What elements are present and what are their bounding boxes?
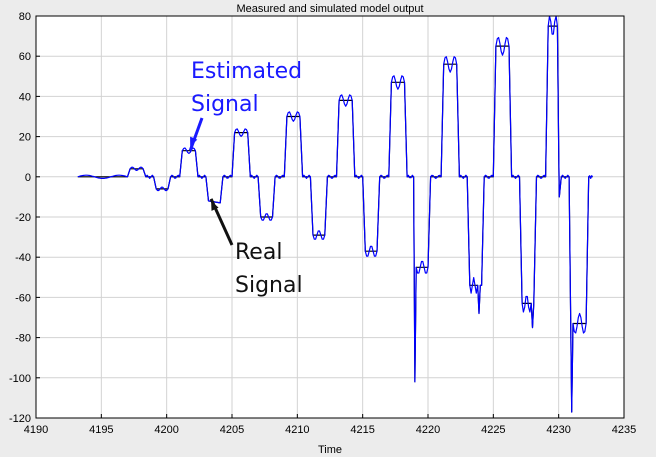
y-tick-label: 80 — [19, 11, 31, 23]
x-tick-label: 4190 — [24, 424, 48, 436]
y-tick-label: 60 — [19, 51, 31, 63]
x-tick-label: 4210 — [285, 424, 309, 436]
annotation-arrow-head — [211, 200, 219, 211]
axis-ticks: 4190 4195 4200 4205 4210 4215 4220 4225 4230 4235… — [9, 11, 636, 436]
annotation-arrow-shaft — [188, 117, 204, 152]
x-tick-label: 4205 — [220, 424, 244, 436]
y-tick-label: -100 — [9, 373, 31, 385]
annotation-label: Estimated — [191, 59, 302, 84]
x-tick-label: 4225 — [481, 424, 505, 436]
y-tick-label: -120 — [9, 413, 31, 425]
annotation-label: Signal — [191, 92, 259, 117]
estimated-signal-line — [77, 15, 594, 413]
x-tick-label: 4215 — [350, 424, 374, 436]
y-tick-label: -80 — [15, 333, 31, 345]
annotations: Estimated Signal Real Signal — [188, 59, 303, 298]
x-tick-label: 4195 — [89, 424, 113, 436]
annotation-label: Signal — [235, 273, 303, 298]
y-tick-label: 20 — [19, 132, 31, 144]
x-tick-label: 4235 — [612, 424, 636, 436]
x-tick-label: 4200 — [154, 424, 178, 436]
series-layer — [77, 15, 594, 413]
x-tick-label: 4230 — [546, 424, 570, 436]
y-tick-label: 40 — [19, 91, 31, 103]
x-axis-label: Time — [318, 444, 342, 456]
y-tick-label: -40 — [15, 252, 31, 264]
annotation-arrow-head — [190, 136, 198, 147]
grid-lines — [36, 16, 624, 418]
y-tick-label: -60 — [15, 292, 31, 304]
chart-title: Measured and simulated model output — [236, 3, 423, 15]
y-tick-label: -20 — [15, 212, 31, 224]
y-tick-label: 0 — [25, 172, 31, 184]
annotation-label: Real — [235, 240, 282, 265]
x-tick-label: 4220 — [416, 424, 440, 436]
